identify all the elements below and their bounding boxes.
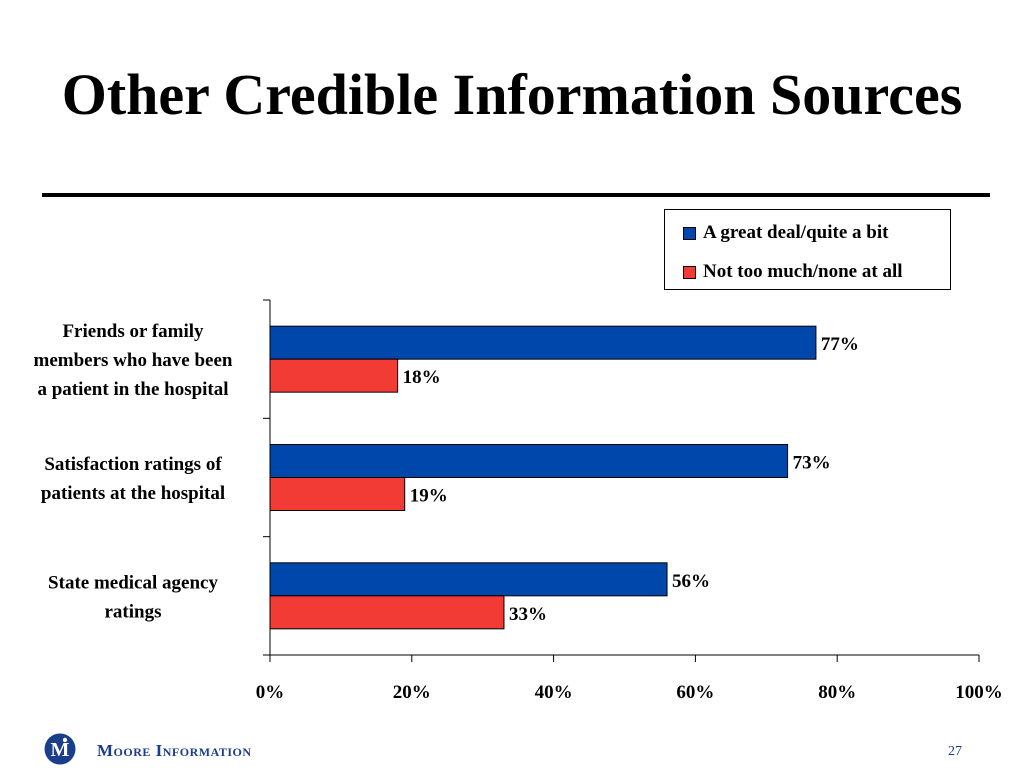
title-divider — [42, 193, 990, 197]
x-tick-label: 100% — [955, 682, 1003, 703]
category-label-line: ratings — [105, 601, 162, 622]
moore-information-logo: M — [44, 733, 76, 765]
category-label-line: State medical agency — [48, 572, 218, 593]
category-label: Satisfaction ratings of patients at the h… — [41, 454, 225, 504]
category-label-line: Friends or family — [62, 321, 204, 342]
data-label: 18% — [403, 367, 441, 388]
category-label-line: Satisfaction ratings of — [44, 454, 222, 475]
legend-swatch-great-deal — [683, 226, 696, 240]
legend-swatch-not-much — [683, 265, 696, 279]
bar-not-much — [269, 358, 399, 393]
data-label: 77% — [821, 334, 859, 355]
footer-brand: Moore Information — [97, 741, 252, 760]
bar-great-deal — [269, 562, 668, 597]
data-label: 19% — [410, 486, 448, 507]
bar-not-much — [269, 595, 505, 630]
x-tick-label: 0% — [256, 682, 285, 703]
category-label-line: patients at the hospital — [41, 483, 225, 504]
bar-great-deal — [269, 325, 817, 360]
x-tick-label: 20% — [393, 682, 431, 703]
legend-item-great-deal: A great deal/quite a bit — [683, 221, 888, 245]
data-label: 33% — [509, 604, 547, 625]
slide-title: Other Credible Information Sources — [61, 62, 963, 127]
legend-label-great-deal: A great deal/quite a bit — [703, 222, 889, 243]
chart-legend: A great deal/quite a bit Not too much/no… — [664, 209, 951, 290]
page-number: 27 — [948, 744, 962, 759]
legend-label-not-much: Not too much/none at all — [703, 261, 903, 282]
x-tick-label: 80% — [818, 682, 856, 703]
category-label: Friends or family members who have been a … — [34, 321, 233, 400]
data-label: 56% — [672, 571, 710, 592]
svg-text:M: M — [51, 739, 70, 761]
category-label: State medical agency ratings — [48, 572, 218, 622]
x-tick-label: 60% — [676, 682, 714, 703]
category-label-line: members who have been — [34, 350, 233, 371]
category-label-line: a patient in the hospital — [37, 379, 228, 400]
x-tick-label: 40% — [535, 682, 573, 703]
bar-not-much — [269, 477, 406, 511]
bar-great-deal — [269, 444, 789, 478]
legend-item-not-much: Not too much/none at all — [683, 260, 903, 284]
data-label: 73% — [793, 453, 831, 474]
